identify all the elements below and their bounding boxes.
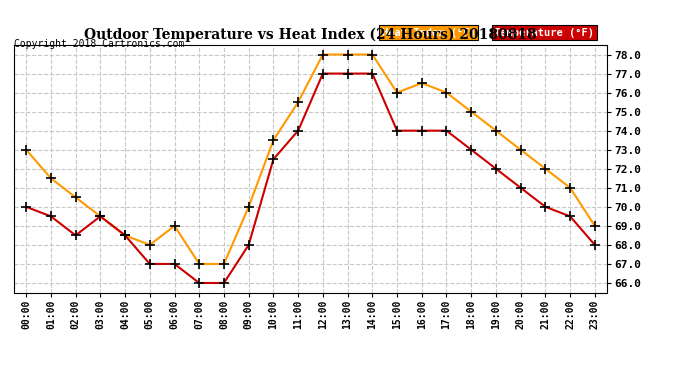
Text: Temperature (°F): Temperature (°F)	[495, 28, 595, 38]
Text: Copyright 2018 Cartronics.com: Copyright 2018 Cartronics.com	[14, 39, 184, 50]
Title: Outdoor Temperature vs Heat Index (24 Hours) 20180818: Outdoor Temperature vs Heat Index (24 Ho…	[84, 28, 537, 42]
Text: Heat Index (°F): Heat Index (°F)	[382, 28, 475, 38]
